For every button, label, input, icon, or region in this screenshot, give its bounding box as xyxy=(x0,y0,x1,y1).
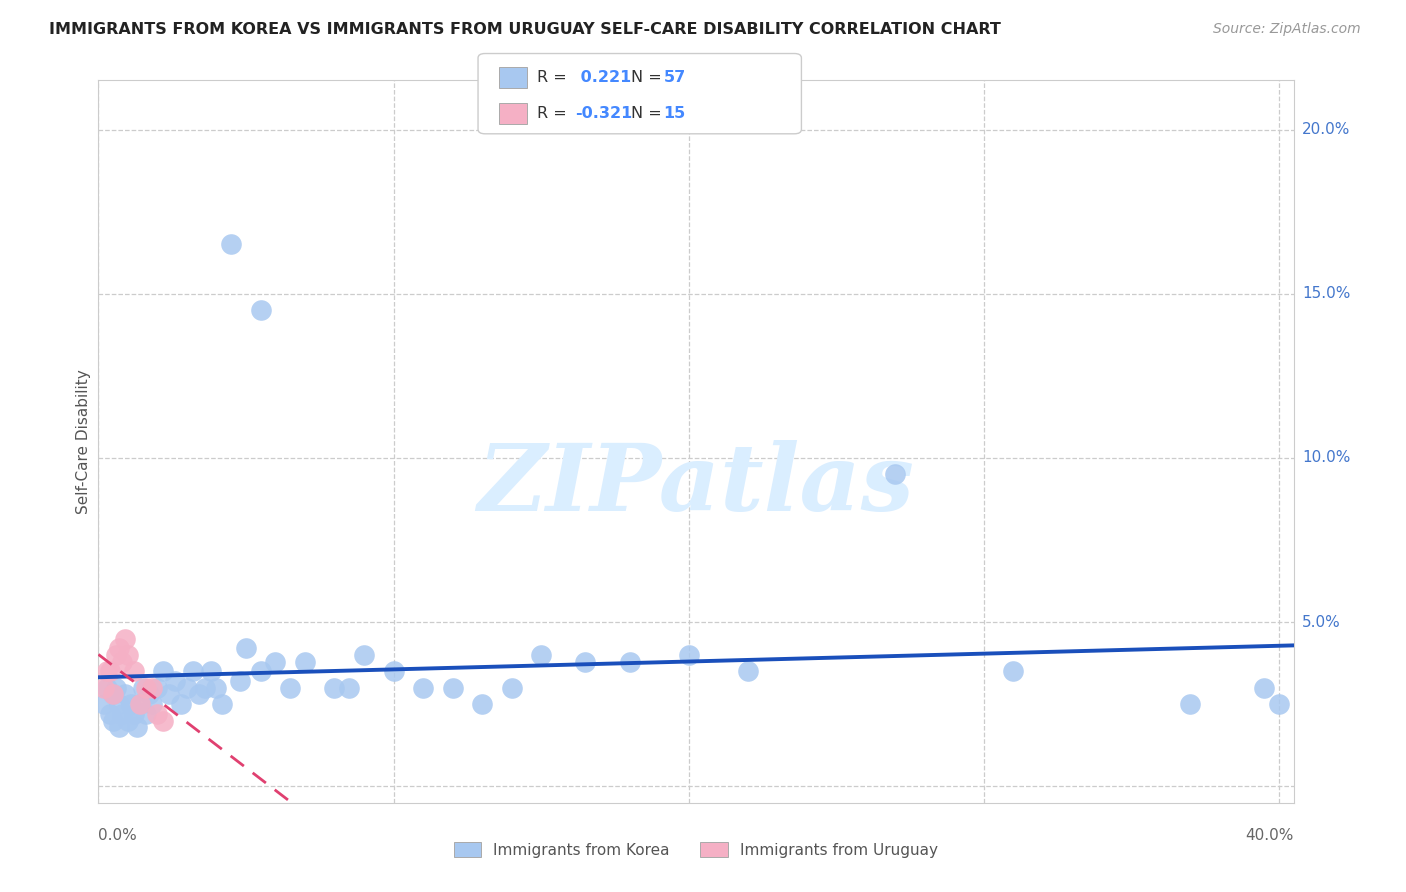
Text: IMMIGRANTS FROM KOREA VS IMMIGRANTS FROM URUGUAY SELF-CARE DISABILITY CORRELATIO: IMMIGRANTS FROM KOREA VS IMMIGRANTS FROM… xyxy=(49,22,1001,37)
Point xyxy=(382,665,405,679)
Point xyxy=(111,707,134,722)
Point xyxy=(235,641,257,656)
Point xyxy=(211,698,233,712)
Point xyxy=(337,681,360,695)
Point xyxy=(200,665,222,679)
Point xyxy=(135,681,157,695)
Point xyxy=(165,674,187,689)
Text: 20.0%: 20.0% xyxy=(1302,122,1350,137)
Y-axis label: Self-Care Disability: Self-Care Disability xyxy=(76,369,91,514)
Text: R =: R = xyxy=(537,106,567,120)
Point xyxy=(574,655,596,669)
Point xyxy=(93,681,115,695)
Text: 0.0%: 0.0% xyxy=(98,828,138,843)
Point xyxy=(98,665,121,679)
Point xyxy=(146,681,169,695)
Point xyxy=(619,655,641,669)
Text: ZIPatlas: ZIPatlas xyxy=(478,440,914,530)
Point xyxy=(176,681,198,695)
Point xyxy=(441,681,464,695)
Point xyxy=(152,714,174,728)
Point xyxy=(353,648,375,662)
Point xyxy=(323,681,346,695)
Point xyxy=(114,632,136,646)
Point xyxy=(93,698,115,712)
Text: -0.321: -0.321 xyxy=(575,106,633,120)
Point xyxy=(101,687,124,701)
Text: N =: N = xyxy=(631,106,662,120)
Point xyxy=(111,655,134,669)
Point xyxy=(194,681,217,695)
Point xyxy=(157,687,180,701)
Point xyxy=(141,681,163,695)
Point xyxy=(108,698,131,712)
Point xyxy=(229,674,252,689)
Point xyxy=(131,681,153,695)
Point xyxy=(146,707,169,722)
Text: 5.0%: 5.0% xyxy=(1302,615,1340,630)
Point xyxy=(117,648,139,662)
Point xyxy=(264,655,287,669)
Point xyxy=(170,698,193,712)
Point xyxy=(96,665,118,679)
Point xyxy=(98,707,121,722)
Text: 15: 15 xyxy=(664,106,686,120)
Text: 0.221: 0.221 xyxy=(575,70,631,85)
Point xyxy=(128,698,150,712)
Point xyxy=(678,648,700,662)
Text: 15.0%: 15.0% xyxy=(1302,286,1350,301)
Point xyxy=(125,720,148,734)
Point xyxy=(219,237,242,252)
Point xyxy=(101,714,124,728)
Point xyxy=(249,665,271,679)
Point xyxy=(294,655,316,669)
Point xyxy=(135,707,157,722)
Point xyxy=(141,698,163,712)
Point xyxy=(737,665,759,679)
Point xyxy=(501,681,523,695)
Text: N =: N = xyxy=(631,70,662,85)
Point xyxy=(278,681,301,695)
Point xyxy=(120,698,142,712)
Point xyxy=(108,720,131,734)
Point xyxy=(108,641,131,656)
Point xyxy=(205,681,228,695)
Point xyxy=(412,681,434,695)
Legend: Immigrants from Korea, Immigrants from Uruguay: Immigrants from Korea, Immigrants from U… xyxy=(447,836,945,863)
Text: 57: 57 xyxy=(664,70,686,85)
Point xyxy=(122,707,145,722)
Point xyxy=(96,681,118,695)
Point xyxy=(1253,681,1275,695)
Point xyxy=(1180,698,1202,712)
Point xyxy=(530,648,553,662)
Point xyxy=(187,687,209,701)
Point xyxy=(117,714,139,728)
Point xyxy=(114,687,136,701)
Point xyxy=(122,665,145,679)
Point xyxy=(128,698,150,712)
Point xyxy=(181,665,204,679)
Point xyxy=(105,681,128,695)
Point xyxy=(101,687,124,701)
Point xyxy=(1002,665,1025,679)
Point xyxy=(105,648,128,662)
Point xyxy=(152,665,174,679)
Point xyxy=(138,687,160,701)
Point xyxy=(1268,698,1291,712)
Text: 40.0%: 40.0% xyxy=(1246,828,1294,843)
Point xyxy=(249,303,271,318)
Point xyxy=(471,698,494,712)
Text: 10.0%: 10.0% xyxy=(1302,450,1350,466)
Text: Source: ZipAtlas.com: Source: ZipAtlas.com xyxy=(1213,22,1361,37)
Text: R =: R = xyxy=(537,70,567,85)
Point xyxy=(884,467,907,482)
